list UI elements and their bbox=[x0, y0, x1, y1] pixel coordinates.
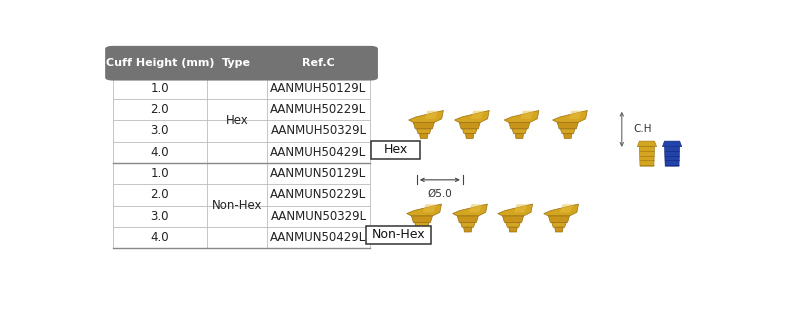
Polygon shape bbox=[548, 216, 569, 222]
Polygon shape bbox=[569, 111, 582, 119]
Polygon shape bbox=[411, 216, 432, 222]
Text: Type: Type bbox=[222, 58, 251, 68]
Polygon shape bbox=[504, 110, 539, 122]
Polygon shape bbox=[508, 227, 517, 232]
Polygon shape bbox=[560, 129, 575, 133]
Text: 2.0: 2.0 bbox=[151, 103, 169, 116]
Text: AANMUN50329L: AANMUN50329L bbox=[270, 210, 367, 223]
Text: 1.0: 1.0 bbox=[151, 82, 169, 95]
Polygon shape bbox=[407, 204, 441, 216]
Polygon shape bbox=[555, 227, 563, 232]
Polygon shape bbox=[506, 222, 521, 227]
Polygon shape bbox=[409, 110, 444, 122]
Polygon shape bbox=[498, 204, 533, 216]
Polygon shape bbox=[663, 141, 682, 147]
Text: Ref.C: Ref.C bbox=[303, 58, 335, 68]
Polygon shape bbox=[552, 110, 587, 122]
Text: AANMUN50129L: AANMUN50129L bbox=[270, 167, 367, 180]
FancyBboxPatch shape bbox=[105, 46, 378, 81]
Polygon shape bbox=[508, 122, 530, 129]
Polygon shape bbox=[414, 222, 429, 227]
FancyBboxPatch shape bbox=[371, 141, 420, 159]
Polygon shape bbox=[557, 122, 578, 129]
Polygon shape bbox=[466, 133, 474, 138]
Text: 4.0: 4.0 bbox=[151, 231, 169, 244]
Text: AANMUH50129L: AANMUH50129L bbox=[270, 82, 367, 95]
Text: AANMUN50429L: AANMUN50429L bbox=[270, 231, 367, 244]
Polygon shape bbox=[503, 216, 524, 222]
Polygon shape bbox=[461, 222, 475, 227]
Polygon shape bbox=[462, 129, 477, 133]
Text: 3.0: 3.0 bbox=[151, 124, 169, 137]
Polygon shape bbox=[551, 222, 566, 227]
Text: Non-Hex: Non-Hex bbox=[212, 199, 262, 212]
Polygon shape bbox=[464, 227, 472, 232]
Text: Ø5.0: Ø5.0 bbox=[427, 189, 453, 199]
Polygon shape bbox=[512, 129, 526, 133]
Text: Cuff Height (mm): Cuff Height (mm) bbox=[105, 58, 214, 68]
Text: Hex: Hex bbox=[225, 114, 248, 127]
Polygon shape bbox=[564, 133, 572, 138]
Polygon shape bbox=[414, 122, 435, 129]
Polygon shape bbox=[454, 110, 489, 122]
Polygon shape bbox=[515, 133, 524, 138]
Text: AANMUH50229L: AANMUH50229L bbox=[270, 103, 367, 116]
Polygon shape bbox=[470, 111, 484, 119]
Polygon shape bbox=[419, 133, 428, 138]
FancyBboxPatch shape bbox=[366, 226, 431, 244]
Polygon shape bbox=[664, 147, 680, 166]
Polygon shape bbox=[639, 147, 654, 166]
Polygon shape bbox=[423, 204, 436, 212]
Polygon shape bbox=[418, 227, 426, 232]
Polygon shape bbox=[417, 129, 431, 133]
Text: AANMUN50229L: AANMUN50229L bbox=[270, 188, 367, 202]
Text: AANMUH50329L: AANMUH50329L bbox=[270, 124, 367, 137]
Polygon shape bbox=[425, 111, 439, 119]
Polygon shape bbox=[543, 204, 578, 216]
Polygon shape bbox=[459, 122, 480, 129]
Polygon shape bbox=[637, 141, 657, 147]
Text: AANMUH50429L: AANMUH50429L bbox=[270, 146, 367, 159]
Text: 3.0: 3.0 bbox=[151, 210, 169, 223]
Polygon shape bbox=[469, 204, 483, 212]
Text: 2.0: 2.0 bbox=[151, 188, 169, 202]
Text: Hex: Hex bbox=[384, 144, 408, 156]
Text: 4.0: 4.0 bbox=[151, 146, 169, 159]
Text: Non-Hex: Non-Hex bbox=[372, 228, 426, 241]
Polygon shape bbox=[560, 204, 573, 212]
Polygon shape bbox=[514, 204, 528, 212]
Polygon shape bbox=[457, 216, 478, 222]
Polygon shape bbox=[521, 111, 534, 119]
Text: 1.0: 1.0 bbox=[151, 167, 169, 180]
Polygon shape bbox=[453, 204, 487, 216]
Text: C.H: C.H bbox=[633, 124, 651, 134]
